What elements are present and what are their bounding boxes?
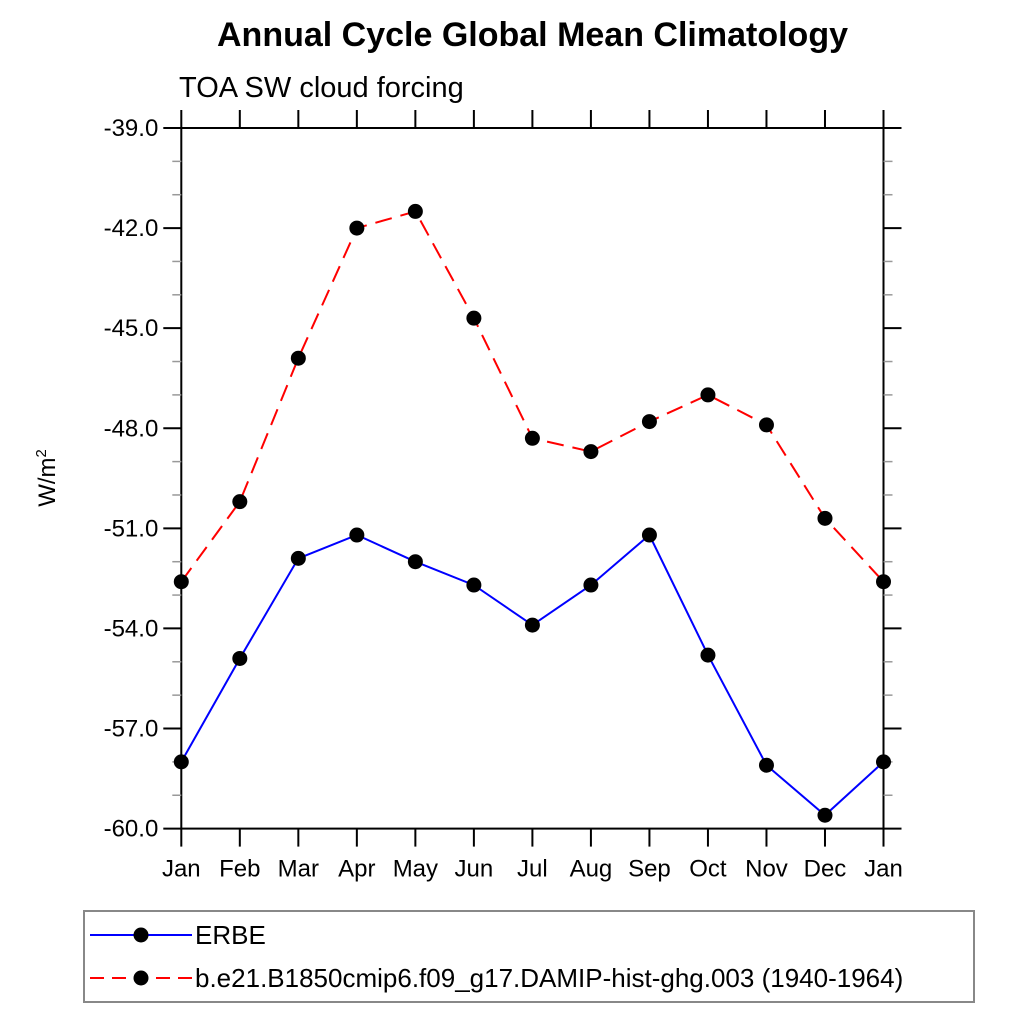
series-1-point-marker (173, 574, 189, 590)
series-1-point-marker (817, 510, 833, 526)
series-1-point-marker (876, 574, 891, 590)
x-tick-label: Apr (338, 856, 375, 883)
legend-label: ERBE (195, 919, 266, 950)
legend-marker (133, 970, 149, 986)
x-tick-label: Feb (219, 856, 260, 883)
series-0-point-marker (876, 754, 891, 770)
series-1-point-marker (466, 310, 482, 326)
x-tick-label: May (393, 856, 438, 883)
series-1-point-marker (349, 220, 365, 236)
chart-title: Annual Cycle Global Mean Climatology (217, 16, 848, 54)
series-1-point-marker (700, 387, 716, 403)
series-0-point-marker (407, 554, 423, 570)
x-tick-label: Jul (517, 856, 548, 883)
y-tick-label: -48.0 (104, 415, 159, 442)
series-1-point-marker (524, 430, 540, 446)
series-0-point-marker (290, 550, 306, 566)
series-1-point-marker (232, 494, 248, 510)
series-1-point-marker (407, 203, 423, 219)
x-tick-label: Jan (864, 856, 903, 883)
plot-frame (180, 127, 885, 830)
series-0-point-marker (466, 577, 482, 593)
x-tick-label: Aug (570, 856, 613, 883)
series-1-point-marker (758, 417, 774, 433)
x-tick-label: Oct (689, 856, 727, 883)
x-tick-label: Dec (804, 856, 847, 883)
series-0-point-marker (817, 807, 833, 823)
series-0-point-marker (349, 527, 365, 543)
x-tick-label: Jan (162, 856, 201, 883)
series-0-point-marker (700, 647, 716, 663)
legend-label: b.e21.B1850cmip6.f09_g17.DAMIP-hist-ghg.… (195, 962, 904, 993)
series-0-line (180, 533, 885, 817)
series-0-point-marker (758, 757, 774, 773)
x-tick-label: Mar (278, 856, 319, 883)
y-tick-label: -42.0 (104, 215, 159, 242)
series-0-point-marker (524, 617, 540, 633)
y-tick-label: -45.0 (104, 315, 159, 342)
chart-subtitle: TOA SW cloud forcing (179, 72, 464, 104)
legend-line-sample (90, 927, 192, 943)
series-0-point-marker (641, 527, 657, 543)
legend-marker (133, 927, 149, 943)
y-tick-label: -51.0 (104, 515, 159, 542)
series-0-point-marker (583, 577, 599, 593)
legend-line-sample (90, 970, 192, 986)
y-tick-label: -57.0 (104, 716, 159, 743)
series-1-line (180, 210, 885, 583)
series-1-point-marker (641, 414, 657, 430)
series-1-point-marker (290, 350, 306, 366)
series-1-point-marker (583, 444, 599, 460)
legend-item-0: ERBE (89, 915, 973, 955)
x-tick-label: Jun (455, 856, 494, 883)
series-0-point-marker (232, 650, 248, 666)
legend-item-1: b.e21.B1850cmip6.f09_g17.DAMIP-hist-ghg.… (89, 958, 973, 998)
y-tick-label: -54.0 (104, 615, 159, 642)
legend-box: ERBE b.e21.B1850cmip6.f09_g17.DAMIP-hist-… (83, 910, 975, 1003)
series-0-point-marker (173, 754, 189, 770)
x-tick-label: Sep (628, 856, 671, 883)
y-tick-label: -60.0 (104, 816, 159, 843)
x-tick-label: Nov (745, 856, 788, 883)
y-tick-label: -39.0 (104, 115, 159, 142)
